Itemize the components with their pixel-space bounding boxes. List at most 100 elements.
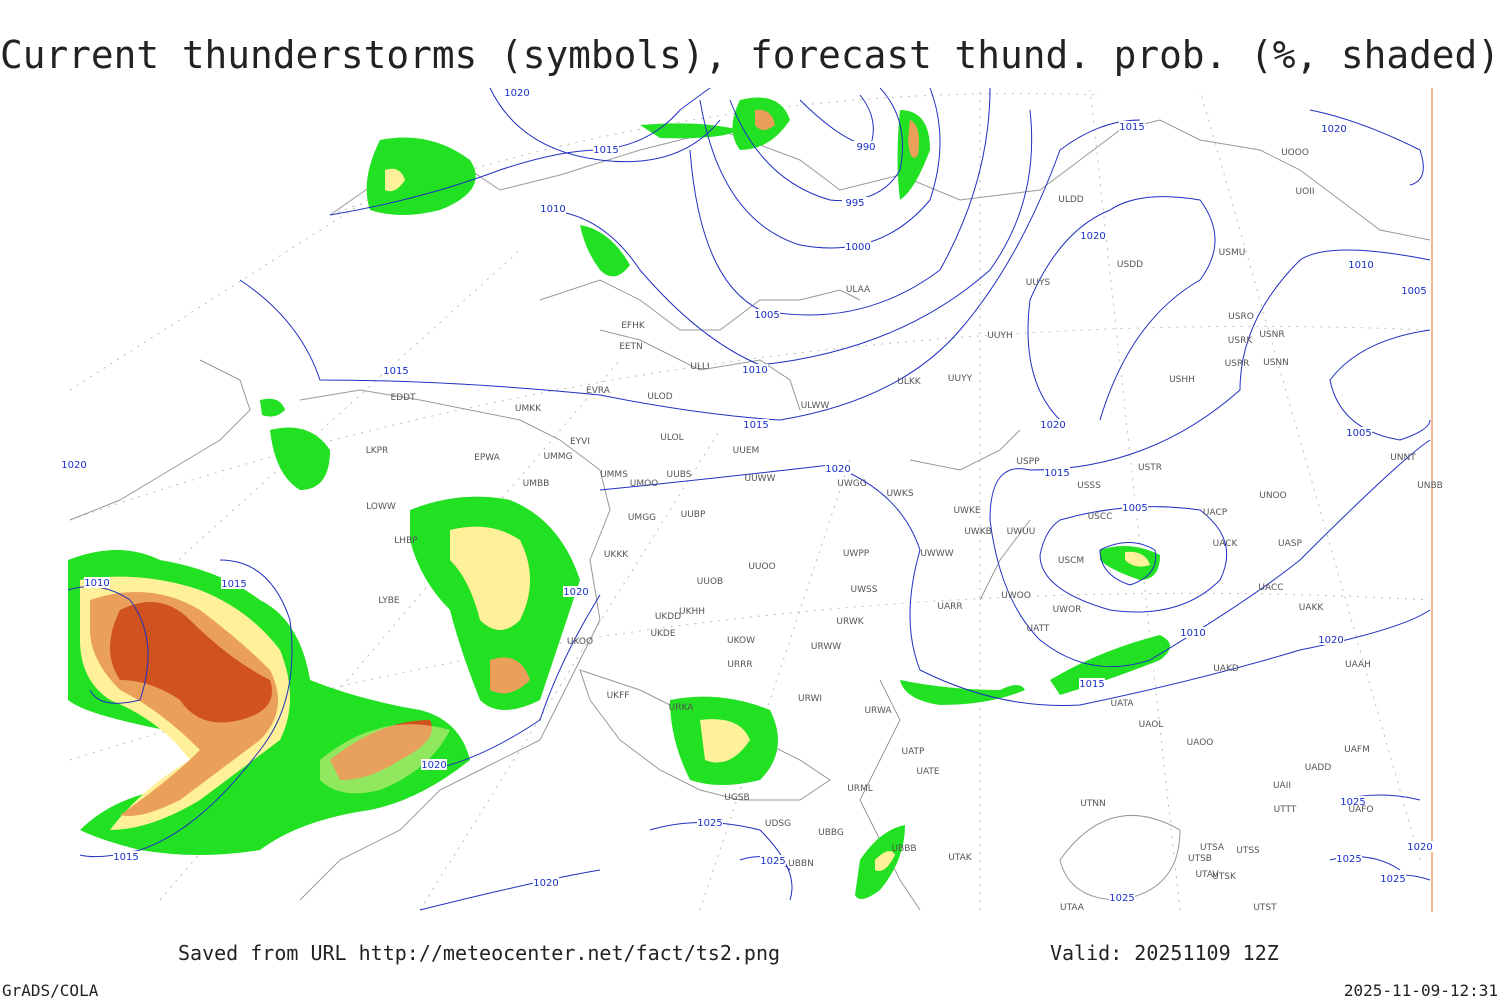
station-label: UATE: [916, 767, 940, 777]
station-label: UTAA: [1060, 903, 1085, 913]
station-label: UUYY: [948, 374, 973, 384]
station-label: LOWW: [366, 502, 396, 512]
station-label: UUYH: [987, 331, 1012, 341]
isobar-label: 1010: [1348, 260, 1373, 271]
station-label: USCM: [1058, 556, 1084, 566]
isobar-label-bg: [1040, 419, 1066, 430]
isobar-label: 1025: [760, 856, 785, 867]
isobar-label: 1015: [113, 852, 138, 863]
isobar-label: 1020: [1080, 231, 1105, 242]
station-label: USHH: [1169, 375, 1195, 385]
station-label: UMOO: [630, 479, 659, 489]
isobar-label: 1020: [825, 464, 850, 475]
station-label: UAKD: [1213, 664, 1239, 674]
station-label: USMU: [1219, 248, 1246, 258]
station-label: UUBS: [667, 470, 692, 480]
isobar-label: 1020: [1321, 124, 1346, 135]
station-label: UTSA: [1200, 843, 1225, 853]
isobar-label-bg: [113, 851, 139, 862]
station-label: EPWA: [474, 453, 501, 463]
station-label: UAKK: [1299, 603, 1325, 613]
station-label: ULAA: [846, 285, 871, 295]
station-label: UWKS: [886, 489, 913, 499]
isobar-label: 1025: [1336, 854, 1361, 865]
isobar-label: 1015: [1119, 122, 1144, 133]
isobar-label-bg: [697, 817, 723, 828]
isobar-label-bg: [1122, 502, 1148, 513]
isobar-label: 1015: [383, 366, 408, 377]
station-label: USCC: [1088, 512, 1113, 522]
isobar-label: 1020: [504, 88, 529, 99]
isobar-label-bg: [1321, 123, 1347, 134]
station-label: UUEM: [733, 446, 760, 456]
station-label: UUOB: [697, 577, 723, 587]
station-label: UASP: [1278, 539, 1302, 549]
station-label: UNOO: [1259, 491, 1287, 501]
valid-time: Valid: 20251109 12Z: [1050, 941, 1279, 965]
station-label: ULWW: [801, 401, 830, 411]
graticule: [69, 89, 1431, 911]
isobar-label: 1015: [1079, 679, 1104, 690]
software-credit: GrADS/COLA: [2, 981, 99, 1000]
station-label: UACK: [1213, 539, 1239, 549]
station-label: EVRA: [586, 386, 611, 396]
station-label: URWI: [798, 694, 822, 704]
isobar-label-bg: [1109, 892, 1135, 903]
isobar-label: 1020: [563, 587, 588, 598]
isobar-labels: 1020 1015 1010 990 995 1000 1005 1010 1015 1015 10…: [61, 87, 1433, 904]
station-label: UACP: [1203, 508, 1228, 518]
station-label: URML: [847, 784, 873, 794]
station-label: USPP: [1016, 457, 1040, 467]
isobar-label-bg: [593, 144, 619, 155]
station-label: UWKE: [953, 506, 980, 516]
coastline: [69, 359, 251, 521]
station-label: UMGG: [628, 513, 656, 523]
isobar-label: 1020: [533, 878, 558, 889]
station-label: UNNT: [1390, 453, 1416, 463]
station-label: UBBB: [891, 844, 916, 854]
station-label: UWSS: [851, 585, 878, 595]
coastline: [1059, 815, 1181, 901]
isobar-label: 1025: [1380, 874, 1405, 885]
station-label: UKOO: [567, 637, 593, 647]
isobar-label: 1020: [1407, 842, 1432, 853]
station-labels: EDDT LKPR EPWA UMMG EYVI UMKK ULOD ULOL UUEM UMMS…: [366, 148, 1443, 913]
isobar-label: 1020: [1318, 635, 1343, 646]
isobar-label: 1005: [1346, 428, 1371, 439]
station-label: URWW: [811, 642, 841, 652]
isobars: [67, 87, 1431, 911]
isobar-label: 995: [845, 198, 864, 209]
station-label: UWUU: [1007, 527, 1036, 537]
station-label: UTSS: [1236, 846, 1260, 856]
isobar-label-bg: [1080, 230, 1106, 241]
station-label: UWPP: [843, 549, 870, 559]
isobar-label: 1005: [754, 310, 779, 321]
station-label: URWA: [864, 706, 892, 716]
isobar-label: 1010: [540, 204, 565, 215]
station-label: UOII: [1296, 187, 1315, 197]
isobar-label: 1025: [1340, 797, 1365, 808]
station-label: LHBP: [394, 536, 418, 546]
station-label: UGSB: [724, 793, 749, 803]
station-label: UWOR: [1053, 605, 1082, 615]
isobar-label-bg: [1340, 796, 1366, 807]
station-label: UOOO: [1281, 148, 1309, 158]
station-label: ULDD: [1058, 195, 1084, 205]
station-label: EDDT: [390, 393, 416, 403]
isobar-label-bg: [563, 586, 589, 597]
station-label: UBBG: [818, 828, 844, 838]
isobar-label-bg: [743, 419, 769, 430]
isobar-label-bg: [754, 309, 780, 320]
station-label: UKKK: [604, 550, 629, 560]
station-label: UTAV: [1195, 870, 1219, 880]
isobar-label: 1010: [84, 578, 109, 589]
station-label: UUWW: [745, 474, 776, 484]
station-label: UKFF: [607, 691, 630, 701]
isobar-label-bg: [845, 241, 871, 252]
station-label: UAOL: [1139, 720, 1164, 730]
station-label: UMMS: [600, 470, 628, 480]
station-label: UWGG: [837, 479, 866, 489]
timestamp: 2025-11-09-12:31: [1344, 981, 1498, 1000]
station-label: UKDE: [650, 629, 675, 639]
isobar-label: 1015: [1044, 468, 1069, 479]
